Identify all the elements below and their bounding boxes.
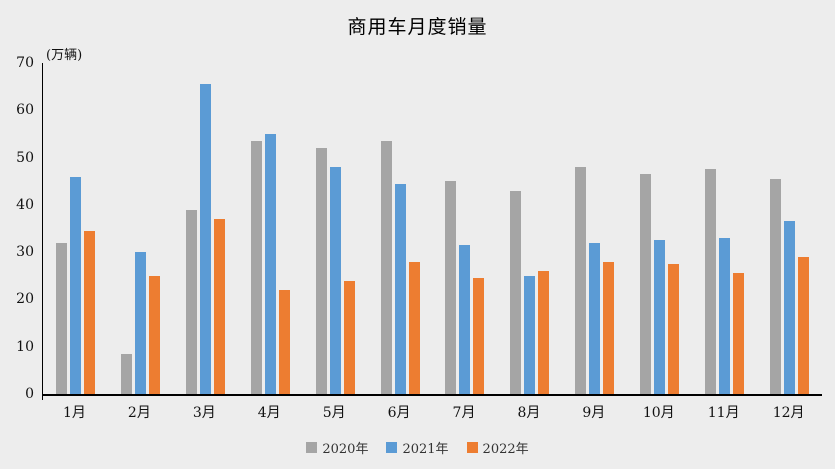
x-tick-label: 10月 bbox=[642, 405, 675, 421]
bar-group-6月 bbox=[368, 63, 433, 394]
bar-2022年-12月 bbox=[798, 256, 810, 394]
bar-2022年-4月 bbox=[278, 290, 290, 394]
bar-2022年-8月 bbox=[538, 271, 550, 394]
origin-tick bbox=[42, 396, 43, 400]
x-tick-label: 8月 bbox=[517, 405, 541, 421]
bar-2020年-7月 bbox=[445, 181, 457, 394]
legend-label: 2022年 bbox=[482, 442, 529, 457]
x-tick-label: 7月 bbox=[452, 405, 476, 421]
bar-2020年-12月 bbox=[770, 178, 782, 394]
bar-2022年-7月 bbox=[473, 278, 485, 394]
bar-group-5月 bbox=[303, 63, 368, 394]
x-tick-label: 9月 bbox=[582, 405, 606, 421]
y-tick-label: 0 bbox=[25, 386, 34, 402]
y-tick-label: 70 bbox=[16, 55, 34, 71]
legend-swatch-icon bbox=[386, 442, 398, 453]
x-tick-label: 11月 bbox=[707, 405, 740, 421]
bar-2021年-3月 bbox=[199, 84, 211, 394]
y-tick-label: 20 bbox=[16, 291, 34, 308]
bar-2021年-2月 bbox=[134, 252, 146, 394]
y-tick-label: 10 bbox=[16, 338, 34, 355]
bar-2020年-1月 bbox=[55, 242, 67, 394]
bar-group-2月 bbox=[108, 63, 173, 394]
legend-label: 2020年 bbox=[322, 442, 369, 457]
bar-group-1月 bbox=[43, 63, 108, 394]
x-axis-labels: 1月 2月 3月 4月 5月 6月 7月 8月 9月 10月 11月 12月 bbox=[42, 402, 821, 422]
legend-swatch-icon bbox=[466, 442, 478, 453]
bar-2020年-10月 bbox=[640, 174, 652, 394]
bar-2020年-2月 bbox=[120, 353, 132, 394]
y-tick-label: 40 bbox=[16, 196, 34, 213]
bar-2022年-10月 bbox=[668, 264, 680, 394]
bar-2022年-5月 bbox=[343, 280, 355, 394]
x-tick-label: 3月 bbox=[192, 405, 216, 421]
bar-group-3月 bbox=[173, 63, 238, 394]
x-tick-label: 4月 bbox=[257, 405, 281, 421]
legend-label: 2021年 bbox=[402, 442, 449, 457]
bar-2021年-11月 bbox=[719, 238, 731, 394]
x-tick-label: 5月 bbox=[322, 405, 346, 421]
y-tick-label: 60 bbox=[16, 102, 34, 119]
bar-group-11月 bbox=[692, 63, 757, 394]
bar-2020年-11月 bbox=[705, 169, 717, 394]
bar-2022年-6月 bbox=[408, 261, 420, 394]
legend: 2020年 2021年 2022年 bbox=[0, 438, 835, 457]
bar-group-12月 bbox=[757, 63, 822, 394]
bar-2022年-2月 bbox=[148, 275, 160, 394]
bar-group-8月 bbox=[497, 63, 562, 394]
legend-item-2021年: 2021年 bbox=[386, 438, 449, 457]
x-tick-label: 2月 bbox=[127, 405, 151, 421]
bar-2021年-9月 bbox=[589, 242, 601, 394]
bar-2020年-3月 bbox=[185, 209, 197, 394]
bar-2021年-10月 bbox=[654, 240, 666, 394]
legend-item-2020年: 2020年 bbox=[306, 438, 368, 457]
x-tick-label: 1月 bbox=[63, 405, 86, 421]
bar-2022年-1月 bbox=[83, 230, 95, 394]
x-tick-label: 12月 bbox=[772, 405, 805, 421]
bar-2022年-11月 bbox=[733, 273, 745, 394]
legend-swatch-icon bbox=[306, 442, 318, 453]
y-tick-label: 50 bbox=[16, 149, 34, 166]
bar-groups bbox=[43, 63, 822, 394]
bar-2020年-8月 bbox=[510, 190, 522, 394]
chart-title: 商用车月度销量 bbox=[347, 16, 488, 38]
bar-2021年-7月 bbox=[459, 245, 471, 394]
bar-group-10月 bbox=[627, 63, 692, 394]
bar-2021年-6月 bbox=[394, 183, 406, 394]
bar-2022年-3月 bbox=[213, 219, 225, 394]
bar-2021年-1月 bbox=[69, 176, 81, 394]
bar-2021年-8月 bbox=[524, 275, 536, 394]
bar-2021年-4月 bbox=[264, 133, 276, 394]
bar-group-4月 bbox=[238, 63, 303, 394]
y-tick-label: 30 bbox=[16, 244, 34, 261]
legend-item-2022年: 2022年 bbox=[466, 438, 529, 457]
bar-group-7月 bbox=[433, 63, 498, 394]
bar-2020年-9月 bbox=[575, 167, 587, 394]
y-axis-unit-label: (万辆) bbox=[46, 48, 83, 63]
bar-2021年-12月 bbox=[784, 221, 796, 394]
bar-group-9月 bbox=[562, 63, 627, 394]
bar-2020年-6月 bbox=[380, 141, 392, 394]
bar-2021年-5月 bbox=[329, 167, 341, 394]
bar-2022年-9月 bbox=[603, 261, 615, 394]
bar-2020年-5月 bbox=[315, 148, 327, 394]
plot-area bbox=[42, 63, 822, 400]
x-tick-label: 6月 bbox=[387, 405, 411, 421]
bar-2020年-4月 bbox=[250, 141, 262, 394]
